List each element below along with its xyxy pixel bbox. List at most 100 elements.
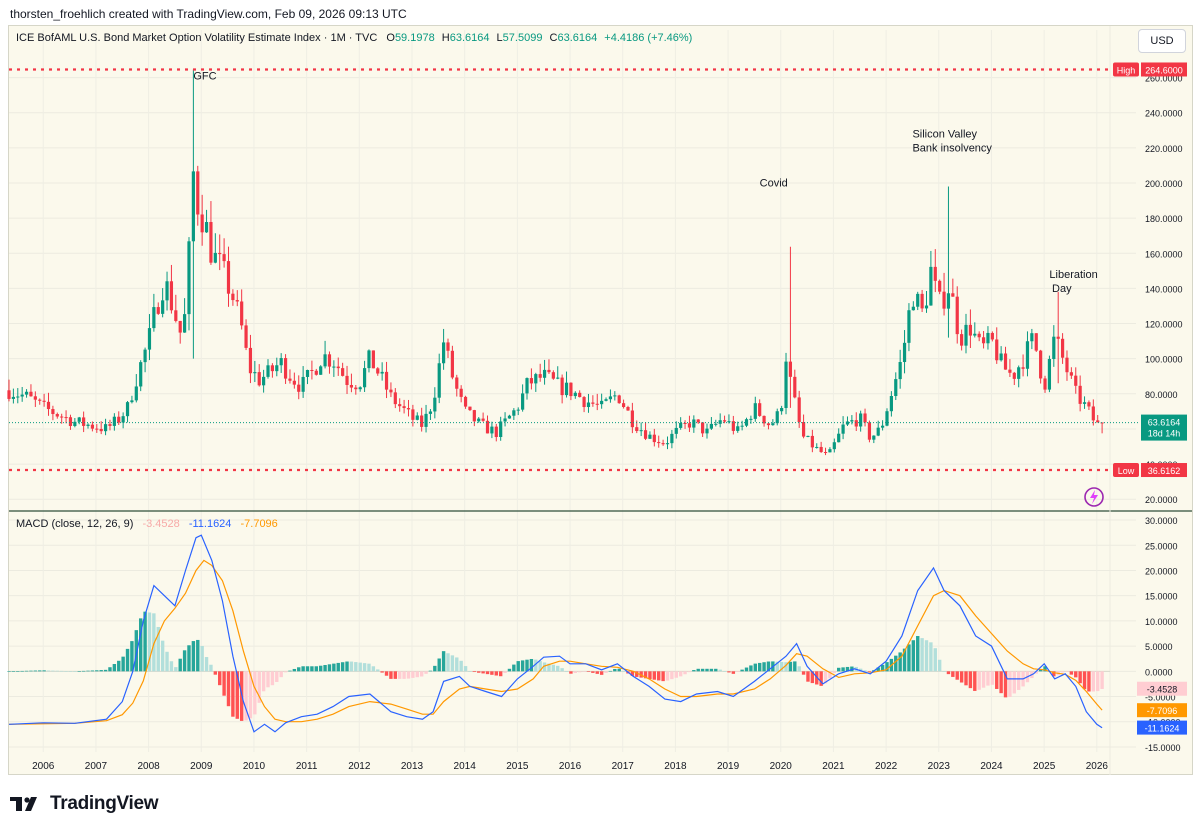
- macd-histogram-bar: [661, 671, 665, 682]
- candle-body: [24, 391, 29, 395]
- candle-body: [222, 254, 226, 262]
- year-label: 2007: [85, 761, 108, 772]
- candle-body: [617, 395, 621, 404]
- candle-body: [670, 433, 674, 444]
- macd-histogram-bar: [160, 640, 165, 672]
- price-tick: 120.0000: [1145, 320, 1183, 330]
- candle-body: [1096, 420, 1100, 423]
- candle-body: [411, 409, 415, 420]
- macd-histogram-bar: [376, 669, 380, 672]
- macd-histogram-bar: [147, 612, 152, 672]
- candle-body: [766, 423, 771, 426]
- candle-body: [226, 261, 231, 294]
- footer-logo[interactable]: TradingView: [10, 793, 159, 815]
- macd-tick: 10.0000: [1145, 617, 1178, 627]
- macd-histogram-bar: [652, 671, 657, 680]
- macd-histogram-bar: [621, 671, 626, 672]
- currency-button[interactable]: USD: [1138, 29, 1186, 53]
- macd-histogram-bar: [90, 670, 95, 672]
- candle-body: [705, 428, 709, 434]
- chart-annotation: Bank insolvency: [912, 142, 992, 154]
- candle-body: [1052, 336, 1056, 359]
- macd-histogram-bar: [20, 670, 24, 672]
- chart-annotation: Liberation: [1049, 269, 1097, 281]
- macd-histogram-bar: [920, 638, 924, 672]
- macd-histogram-bar: [288, 670, 292, 672]
- macd-histogram-bar: [362, 663, 367, 672]
- attribution: thorsten_froehlich created with TradingV…: [10, 7, 407, 21]
- symbol-title[interactable]: ICE BofAML U.S. Bond Market Option Volat…: [16, 32, 378, 44]
- histogram-tag: [1137, 681, 1187, 696]
- macd-histogram-bar: [134, 630, 139, 672]
- macd-histogram-bar: [880, 664, 885, 672]
- candle-body: [516, 409, 520, 411]
- macd-histogram-bar: [542, 662, 547, 672]
- macd-histogram-bar: [64, 671, 68, 672]
- macd-histogram-bar: [823, 671, 828, 684]
- macd-histogram-bar: [73, 671, 77, 672]
- macd-histogram-bar: [182, 650, 187, 672]
- candle-body: [845, 421, 850, 425]
- candle-body: [780, 408, 784, 412]
- signal-line: [8, 559, 1103, 725]
- candle-body: [314, 370, 318, 375]
- macd-histogram-bar: [959, 671, 964, 683]
- macd-histogram-bar: [218, 671, 222, 686]
- macd-histogram-bar: [138, 618, 143, 672]
- candle-body: [885, 411, 889, 426]
- macd-histogram-bar: [292, 668, 297, 672]
- candle-body: [837, 433, 841, 443]
- macd-histogram-bar: [156, 626, 160, 672]
- macd-histogram-bar: [1087, 671, 1091, 692]
- macd-histogram-bar: [498, 671, 503, 677]
- macd-histogram-bar: [924, 640, 929, 672]
- candle-body: [152, 307, 156, 329]
- macd-histogram-bar: [569, 671, 573, 674]
- year-label: 2024: [980, 761, 1003, 772]
- candle-body: [630, 410, 634, 428]
- macd-histogram-bar: [1038, 668, 1043, 672]
- macd-histogram-bar: [951, 671, 955, 677]
- macd-histogram-bar: [209, 664, 213, 672]
- candle-body: [490, 426, 494, 434]
- macd-histogram-bar: [103, 669, 108, 672]
- candle-body: [876, 427, 880, 436]
- macd-histogram-bar: [648, 671, 652, 680]
- candle-body: [661, 443, 665, 445]
- candle-body: [292, 380, 296, 385]
- year-label: 2025: [1033, 761, 1056, 772]
- macd-histogram-bar: [534, 659, 538, 672]
- price-tick: 20.0000: [1145, 495, 1178, 505]
- signal-tag: [1137, 703, 1187, 718]
- candle-body: [319, 366, 323, 375]
- year-label: 2012: [348, 761, 371, 772]
- year-label: 2013: [401, 761, 424, 772]
- candle-body: [981, 337, 986, 344]
- candle-body: [639, 430, 643, 432]
- macd-histogram-bar: [635, 671, 639, 677]
- macd-histogram-bar: [643, 671, 648, 679]
- candle-body: [139, 362, 143, 387]
- macd-histogram-bar: [1091, 671, 1096, 692]
- price-tick: 260.0000: [1145, 74, 1183, 84]
- macd-histogram-bar: [99, 670, 103, 672]
- high-tag: [1113, 62, 1139, 77]
- candle-body: [305, 369, 310, 377]
- macd-histogram-bar: [665, 671, 670, 681]
- candle-body: [832, 442, 836, 450]
- macd-histogram-bar: [402, 671, 406, 679]
- candle-body: [907, 310, 911, 343]
- candle-body: [608, 396, 613, 400]
- macd-title[interactable]: MACD (close, 12, 26, 9): [16, 518, 134, 530]
- macd-histogram-bar: [670, 671, 674, 680]
- macd-histogram-bar: [437, 658, 441, 672]
- macd-histogram-bar: [828, 671, 832, 679]
- candle-body: [881, 425, 885, 428]
- candle-body: [911, 306, 915, 311]
- macd-histogram-bar: [731, 671, 736, 674]
- macd-histogram-bar: [749, 665, 753, 672]
- macd-histogram-bar: [261, 671, 266, 692]
- macd-histogram-bar: [196, 639, 200, 672]
- macd-histogram-bar: [942, 671, 946, 672]
